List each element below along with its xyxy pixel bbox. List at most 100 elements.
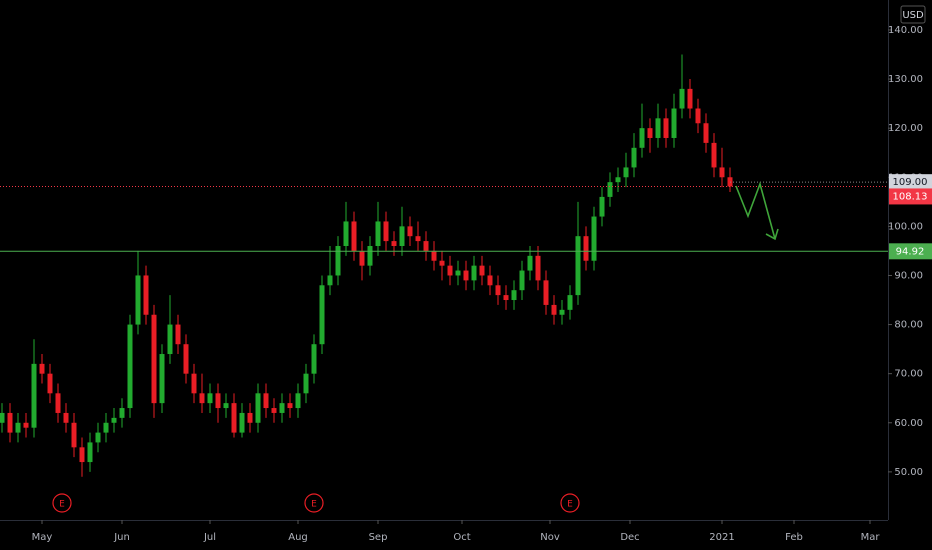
candle-body <box>351 221 357 251</box>
candle-body <box>79 447 85 463</box>
y-tick-label: 60.00 <box>894 418 923 429</box>
candle-body <box>151 314 157 404</box>
x-tick-label: Aug <box>288 532 308 543</box>
candle-body <box>527 255 533 271</box>
candle-body <box>575 236 581 296</box>
hline-label: 108.13 <box>893 191 928 202</box>
candle-body <box>15 422 21 433</box>
y-tick-label: 80.00 <box>894 320 923 331</box>
candle-body <box>31 363 37 428</box>
candle-body <box>415 236 421 242</box>
x-tick-label: Jun <box>113 532 130 543</box>
x-tick-label: May <box>32 532 53 543</box>
candle-body <box>431 250 437 261</box>
price-axis: 50.0060.0070.0080.0090.00100.00110.00120… <box>888 25 932 478</box>
candle-body <box>591 216 597 261</box>
candle-body <box>671 108 677 138</box>
candle-body <box>23 422 29 428</box>
candle-body <box>655 118 661 138</box>
candle-body <box>287 403 293 409</box>
x-tick-label: Feb <box>785 532 803 543</box>
candle-body <box>303 373 309 394</box>
earnings-label: E <box>567 500 573 510</box>
candle-body <box>471 265 477 281</box>
currency-label: USD <box>902 10 924 21</box>
y-tick-label: 100.00 <box>888 221 923 232</box>
earnings-marker <box>560 493 580 513</box>
candle-body <box>239 412 245 433</box>
candle-body <box>519 270 525 291</box>
candle-body <box>47 373 53 394</box>
candle-body <box>271 408 277 413</box>
candle-body <box>663 118 669 138</box>
candle-body <box>87 442 93 463</box>
candle-body <box>183 344 189 374</box>
candle-body <box>359 250 365 266</box>
earnings-marker <box>52 493 72 513</box>
candle-body <box>295 393 301 409</box>
candle-body <box>119 408 125 418</box>
hline-label-box <box>889 243 932 260</box>
earnings-label: E <box>311 500 317 510</box>
candle-body <box>375 221 381 247</box>
candle-body <box>695 108 701 124</box>
candle-body <box>343 221 349 247</box>
y-tick-label: 120.00 <box>888 123 923 134</box>
candle-body <box>215 393 221 409</box>
candle-body <box>135 275 141 325</box>
candle-body <box>311 344 317 374</box>
hline-label-box <box>889 188 932 205</box>
candle-body <box>567 295 573 310</box>
candle-body <box>383 221 389 242</box>
candle-body <box>687 88 693 109</box>
candle-body <box>95 432 101 443</box>
candle-body <box>63 412 69 423</box>
x-tick-label: Oct <box>453 532 470 543</box>
arrow-head <box>765 228 779 241</box>
y-tick-label: 90.00 <box>894 270 923 281</box>
candle-body <box>159 354 165 404</box>
earnings-label: E <box>59 500 65 510</box>
y-tick-label: 140.00 <box>888 25 923 36</box>
price-marker-box <box>889 174 932 191</box>
candle-body <box>679 88 685 109</box>
candle-body <box>319 285 325 345</box>
candle-body <box>335 246 341 276</box>
hline-label: 94.92 <box>896 246 925 257</box>
candle-body <box>551 304 557 315</box>
candle-body <box>279 403 285 413</box>
x-tick-label: Sep <box>369 532 388 543</box>
candle-body <box>191 373 197 394</box>
candle-body <box>167 324 173 355</box>
candle-body <box>327 275 333 286</box>
y-tick-label: 70.00 <box>894 369 923 380</box>
candle-body <box>71 422 77 448</box>
candle-body <box>447 265 453 276</box>
candle-body <box>583 236 589 261</box>
candle-body <box>263 393 269 409</box>
x-tick-label: Jul <box>203 532 216 543</box>
candle-body <box>495 285 501 296</box>
candle-body <box>399 226 405 247</box>
x-tick-label: Dec <box>620 532 639 543</box>
candle-body <box>455 270 461 276</box>
y-tick-label: 50.00 <box>894 467 923 478</box>
x-tick-label: Mar <box>861 532 881 543</box>
plot-area <box>0 54 888 477</box>
projection-arrow <box>735 181 776 240</box>
earnings-marker <box>304 493 324 513</box>
candle-body <box>479 265 485 276</box>
candle-body <box>639 128 645 148</box>
candle-body <box>111 417 117 423</box>
candle-body <box>231 403 237 433</box>
candle-body <box>255 393 261 423</box>
candle-body <box>0 412 5 423</box>
currency-box <box>900 5 926 24</box>
candle-body <box>367 246 373 266</box>
candle-body <box>407 226 413 237</box>
candle-body <box>143 275 149 315</box>
candle-body <box>39 363 45 374</box>
candle-body <box>703 123 709 143</box>
candle-body <box>599 196 605 217</box>
candle-body <box>631 147 637 168</box>
